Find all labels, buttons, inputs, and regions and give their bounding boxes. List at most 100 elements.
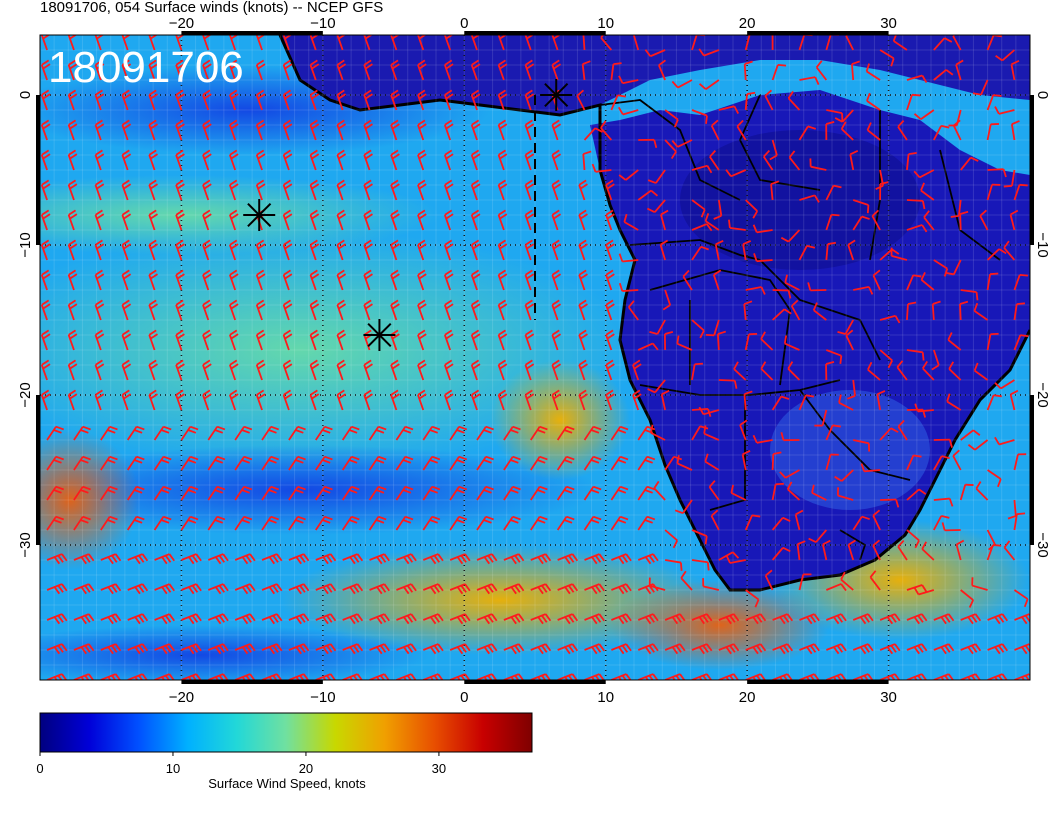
- wind-barb: [524, 149, 535, 171]
- wind-barb: [369, 583, 390, 595]
- wind-barb: [181, 553, 202, 565]
- wind-barb: [121, 239, 132, 261]
- wind-barb: [825, 35, 839, 51]
- wind-barb: [794, 509, 804, 531]
- wind-barb: [779, 469, 800, 479]
- wind-barb: [524, 299, 535, 321]
- wind-barb: [202, 299, 212, 321]
- wind-barb: [618, 282, 639, 292]
- wind-barb: [255, 149, 266, 171]
- wind-barb: [154, 583, 175, 595]
- wind-barb: [261, 613, 283, 625]
- wind-barb: [764, 89, 774, 111]
- wind-barb: [950, 199, 962, 218]
- lat-label-left: −30: [17, 532, 34, 557]
- wind-barb: [1009, 389, 1019, 411]
- wind-barb: [73, 425, 91, 441]
- wind-barb: [315, 485, 333, 501]
- wind-barb: [288, 553, 310, 565]
- wind-barb: [121, 89, 132, 111]
- wind-barb: [417, 329, 427, 351]
- wind-barb: [395, 425, 414, 441]
- wind-barb: [879, 49, 895, 67]
- wind-barb: [578, 329, 588, 351]
- lon-label-bottom: −10: [310, 689, 335, 706]
- wind-barb: [530, 485, 548, 501]
- wind-barb: [845, 329, 855, 351]
- wind-barb: [202, 119, 212, 141]
- wind-barb: [600, 35, 613, 51]
- wind-barb: [664, 613, 686, 625]
- wind-barb: [838, 394, 854, 411]
- wind-barb: [470, 329, 481, 351]
- wind-barb: [449, 485, 468, 501]
- wind-barb: [811, 484, 827, 501]
- wind-barb: [798, 244, 816, 261]
- wind-barb: [783, 335, 800, 351]
- wind-barb: [703, 425, 720, 441]
- wind-barb: [618, 169, 639, 181]
- wind-barb: [126, 515, 145, 531]
- wind-barb: [872, 539, 881, 561]
- wind-barb: [309, 359, 320, 381]
- wind-barb: [229, 59, 239, 81]
- wind-barb: [760, 331, 774, 351]
- wind-barb: [234, 643, 256, 655]
- wind-barb: [610, 485, 629, 501]
- wind-barb: [1007, 499, 1017, 520]
- wind-barb: [718, 105, 740, 114]
- wind-barb: [497, 179, 508, 201]
- wind-barb: [444, 119, 454, 141]
- wind-barb: [605, 209, 615, 231]
- frame-tick-bar: [36, 95, 40, 245]
- wind-barb: [202, 209, 212, 231]
- wind-barb: [255, 359, 266, 381]
- wind-barb: [933, 438, 953, 448]
- country-borders: [599, 94, 1001, 561]
- wind-barb: [67, 179, 78, 201]
- wind-barb: [417, 35, 427, 51]
- wind-barb: [1013, 334, 1029, 351]
- wind-barb: [449, 455, 468, 471]
- wind-barb: [865, 63, 881, 81]
- colorbar-tick-label: 0: [36, 761, 43, 776]
- wind-barb: [975, 481, 989, 501]
- wind-barb: [315, 643, 337, 655]
- wind-barb: [745, 286, 766, 295]
- wind-barb: [647, 379, 666, 394]
- wind-barb: [649, 424, 666, 441]
- wind-barb: [497, 35, 508, 51]
- wind-barb: [202, 269, 212, 291]
- wind-barb: [127, 583, 149, 595]
- wind-barb: [73, 455, 91, 471]
- wind-barb: [807, 282, 827, 292]
- wind-barb: [946, 393, 962, 411]
- wind-barb: [799, 76, 820, 86]
- wind-barb: [691, 319, 705, 339]
- wind-barb: [632, 35, 640, 51]
- wind-barb: [503, 643, 525, 655]
- wind-barb: [960, 589, 974, 608]
- wind-barb: [444, 269, 454, 291]
- wind-barb: [583, 485, 602, 501]
- wind-barb: [913, 169, 935, 179]
- wind-barb: [551, 329, 562, 351]
- wind-barb: [336, 329, 347, 351]
- frame-tick-bar: [36, 395, 40, 545]
- wind-barb: [336, 89, 347, 111]
- frame-tick-bar: [1030, 395, 1034, 545]
- wind-barb: [148, 329, 158, 351]
- wind-barb: [229, 269, 239, 291]
- wind-barb: [444, 299, 454, 321]
- wind-barb: [309, 35, 320, 51]
- frame-tick-bar: [747, 680, 889, 684]
- wind-barb: [390, 119, 400, 141]
- wind-barb: [557, 643, 579, 655]
- wind-barb: [973, 302, 989, 321]
- wind-barb: [798, 125, 817, 141]
- wind-barb: [632, 389, 642, 411]
- wind-barb: [691, 199, 706, 218]
- wind-barb: [363, 119, 373, 141]
- wind-barb: [704, 453, 720, 471]
- wind-barb: [422, 425, 441, 441]
